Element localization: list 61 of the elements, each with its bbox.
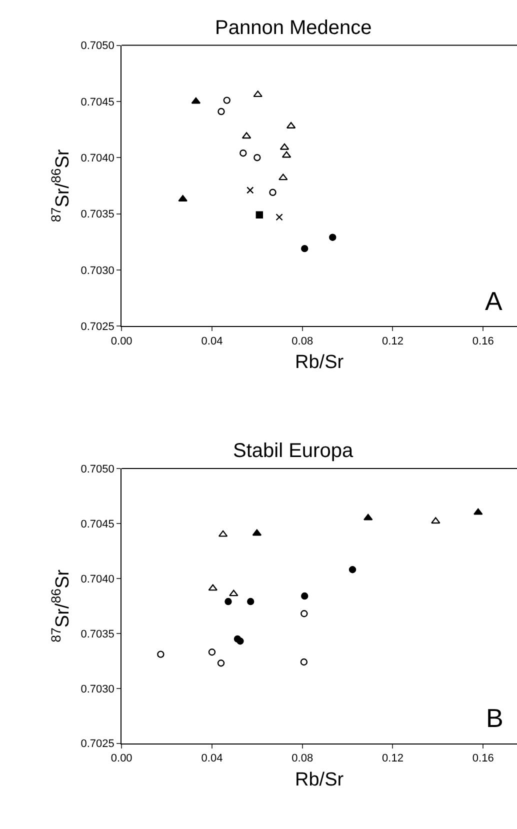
annotation: A — [485, 286, 503, 316]
point — [300, 658, 308, 666]
point — [218, 530, 228, 537]
point — [223, 96, 230, 104]
y-tick-label: 0.7050 — [80, 463, 114, 476]
point — [217, 660, 225, 667]
point — [473, 508, 483, 515]
y-tick-label: 0.7040 — [80, 573, 114, 586]
x-tick-label: 0.12 — [382, 752, 404, 765]
point — [301, 592, 308, 600]
y-tick-label: 0.7040 — [80, 152, 114, 164]
point — [431, 517, 440, 524]
y-tick-label: 0.7050 — [80, 40, 114, 52]
chart-title: Stabil Europa — [233, 440, 354, 462]
y-tick-label: 0.7030 — [80, 264, 114, 277]
point — [256, 211, 264, 218]
y-tick-label: 0.7035 — [80, 628, 114, 640]
x-tick-label: 0.08 — [292, 335, 314, 348]
point — [157, 650, 164, 658]
y-tick-label: 0.7030 — [80, 683, 114, 696]
point — [229, 590, 238, 596]
point — [242, 132, 252, 139]
chart-title: Pannon Medence — [215, 17, 372, 39]
point — [247, 598, 254, 606]
point — [224, 598, 232, 606]
point — [363, 514, 373, 520]
point — [282, 151, 292, 158]
point — [300, 610, 308, 618]
point — [254, 154, 261, 162]
x-axis-title: Rb/Sr — [295, 769, 344, 790]
point — [329, 234, 336, 241]
x-tick-label: 0.08 — [292, 752, 314, 765]
x-tick-label: 0.04 — [201, 752, 223, 765]
annotation: B — [486, 703, 504, 733]
point — [278, 174, 288, 180]
x-tick-label: 0.00 — [110, 335, 132, 348]
point — [236, 638, 244, 645]
point — [280, 143, 290, 150]
point — [269, 188, 276, 196]
x-tick-label: 0.04 — [201, 335, 223, 348]
point — [246, 186, 254, 194]
point — [240, 150, 247, 157]
x-tick-label: 0.12 — [382, 335, 404, 348]
y-tick-label: 0.7045 — [80, 96, 114, 108]
y-tick-label: 0.7025 — [80, 320, 114, 333]
x-tick-label: 0.16 — [472, 335, 494, 348]
y-tick-label: 0.7025 — [80, 738, 114, 750]
point — [276, 214, 283, 221]
point — [301, 244, 308, 252]
point — [348, 566, 356, 574]
point — [253, 90, 262, 98]
y-tick-label: 0.7045 — [80, 518, 114, 530]
x-tick-label: 0.16 — [472, 752, 494, 765]
point — [252, 529, 262, 536]
x-tick-label: 0.00 — [110, 752, 132, 765]
point — [218, 108, 225, 116]
point — [191, 97, 201, 104]
y-tick-label: 0.7035 — [80, 208, 114, 221]
point — [208, 584, 218, 591]
x-axis-title: Rb/Sr — [295, 352, 344, 374]
point — [208, 648, 216, 656]
